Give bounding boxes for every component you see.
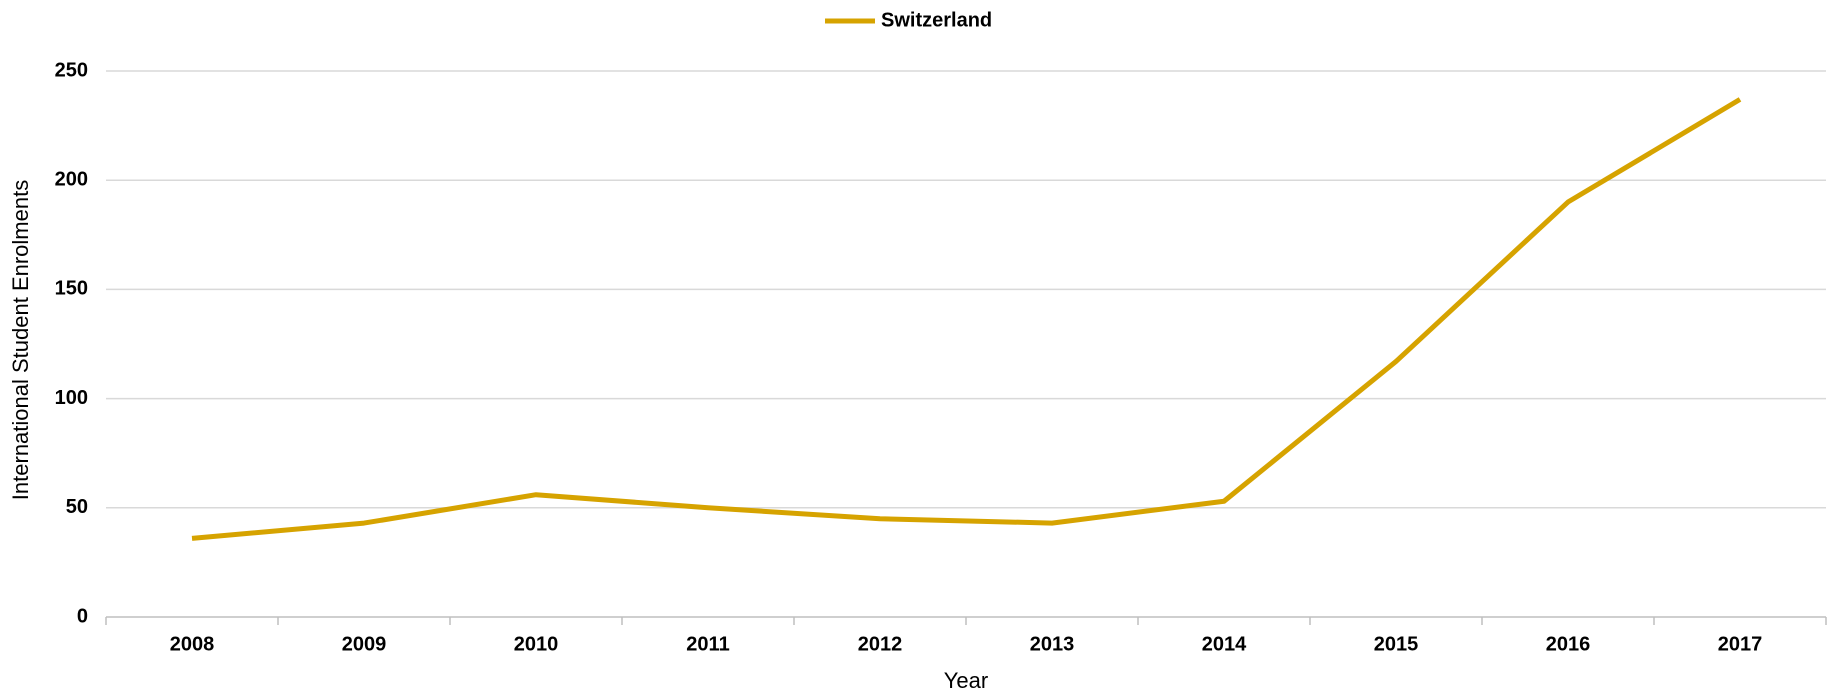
x-tick-label: 2017: [1718, 633, 1763, 655]
y-tick-label: 150: [55, 278, 88, 300]
line-series: [191, 97, 1742, 541]
x-axis-title: Year: [944, 668, 988, 693]
y-axis-title: International Student Enrolments: [8, 180, 33, 500]
y-tick-label: 200: [55, 168, 88, 190]
x-tick-label: 2013: [1030, 633, 1075, 655]
y-tick-label: 50: [66, 496, 88, 518]
x-tick-label: 2016: [1546, 633, 1591, 655]
x-tick-label: 2010: [514, 633, 559, 655]
legend-label: Switzerland: [881, 9, 992, 31]
x-tick-label: 2012: [858, 633, 903, 655]
x-tick-label: 2011: [686, 633, 729, 655]
x-tick-label: 2015: [1374, 633, 1419, 655]
x-tick-label: 2009: [342, 633, 387, 655]
x-tick-label: 2008: [170, 633, 215, 655]
y-tick-label: 100: [55, 387, 88, 409]
x-tick-label: 2014: [1202, 633, 1247, 655]
y-tick-label: 250: [55, 59, 88, 81]
y-tick-label: 0: [77, 605, 88, 627]
